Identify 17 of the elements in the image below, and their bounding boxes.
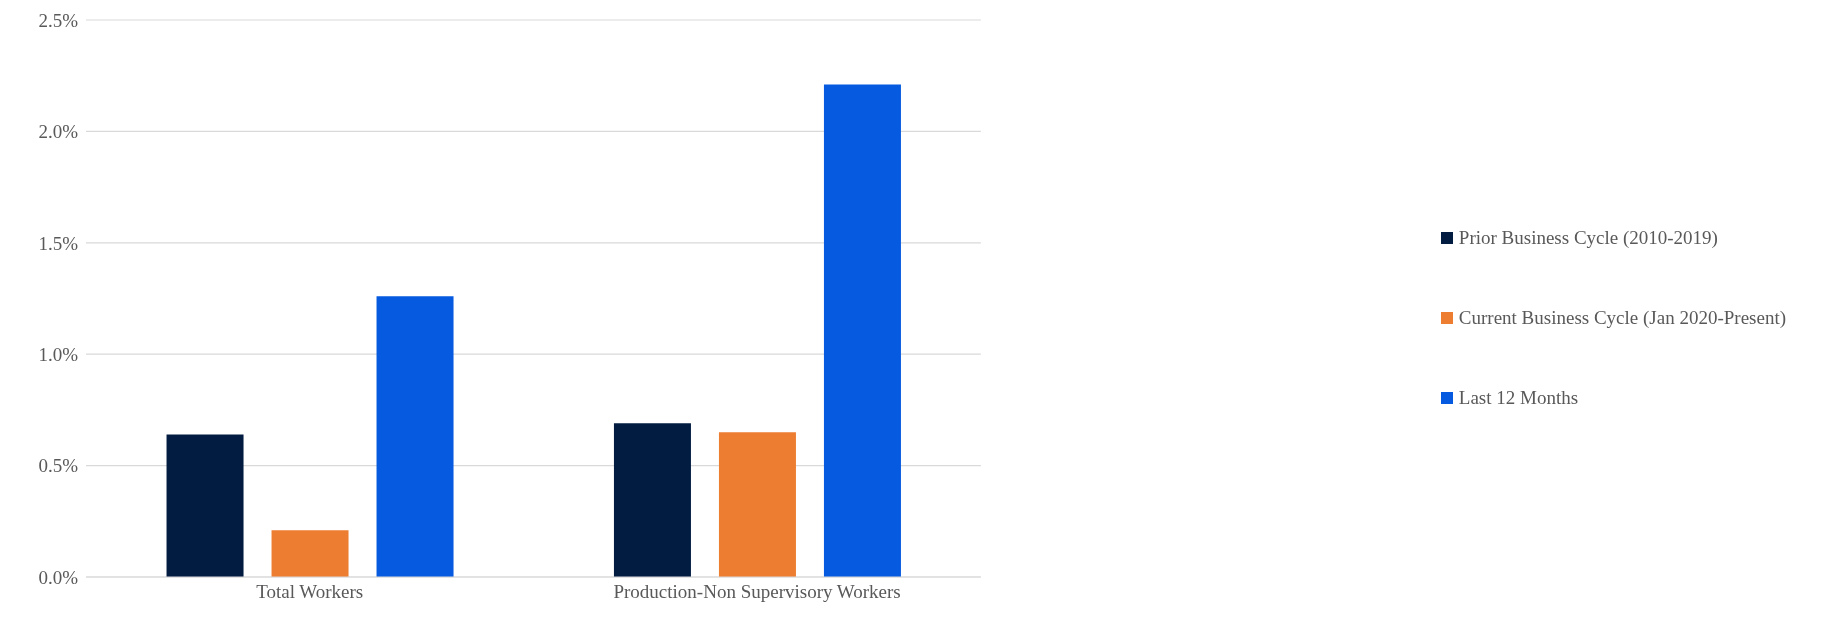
x-tick-label: Production-Non Supervisory Workers (613, 581, 901, 603)
y-tick-label: 1.0% (38, 343, 79, 365)
bar (613, 423, 691, 577)
y-tick-label: 0.0% (38, 566, 79, 588)
legend-label: Last 12 Months (1458, 386, 1579, 409)
bar (718, 432, 796, 577)
x-tick-label: Total Workers (256, 581, 364, 603)
bar (376, 296, 454, 577)
bar (271, 530, 349, 577)
y-tick-label: 1.5% (38, 232, 79, 254)
bar (166, 434, 244, 577)
legend-label: Prior Business Cycle (2010-2019) (1458, 226, 1718, 249)
y-tick-label: 0.5% (38, 455, 79, 477)
bar (823, 84, 901, 577)
y-tick-label: 2.0% (38, 121, 79, 143)
y-tick-label: 2.5% (38, 9, 79, 31)
legend-label: Current Business Cycle (Jan 2020-Present) (1458, 306, 1786, 329)
